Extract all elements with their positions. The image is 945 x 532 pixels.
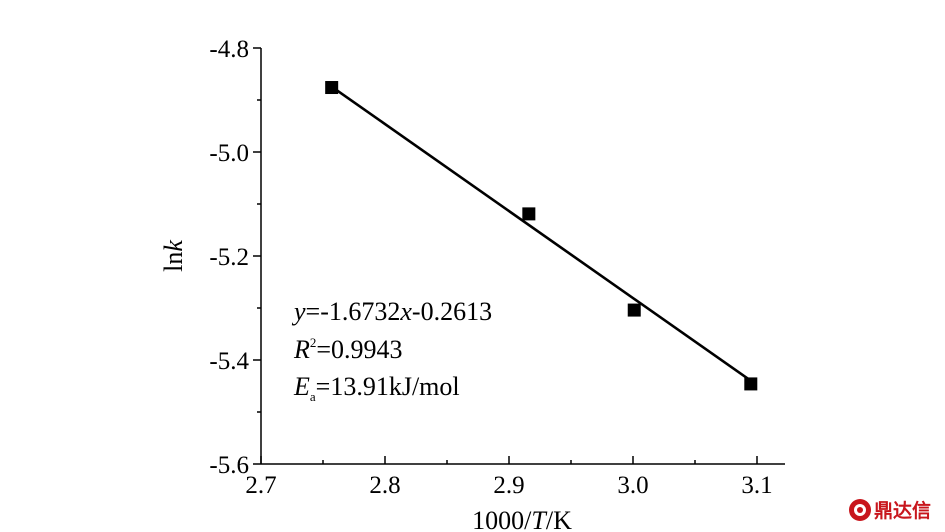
axes xyxy=(260,48,785,465)
y-tick-label: -5.6 xyxy=(209,452,249,479)
x-tick-label: 3.1 xyxy=(741,472,772,499)
data-point xyxy=(325,81,339,95)
x-axis-title: 1000/T/K xyxy=(472,506,572,532)
data-point xyxy=(744,377,758,391)
watermark-text: 鼎达信 xyxy=(874,499,931,522)
data-point xyxy=(627,303,641,317)
x-tick-label: 2.7 xyxy=(245,472,276,499)
data-point xyxy=(522,207,536,221)
r-squared: R2=0.9943 xyxy=(293,335,403,364)
fit-equation: y=-1.6732x-0.2613 xyxy=(291,297,492,326)
y-tick-label: -5.4 xyxy=(209,348,249,375)
fit-line xyxy=(330,85,752,382)
x-tick-label: 2.8 xyxy=(369,472,400,499)
y-tick-label: -5.0 xyxy=(209,140,249,167)
y-tick-label: -5.2 xyxy=(209,244,249,271)
y-axis-title: lnk xyxy=(159,240,188,272)
data-points xyxy=(325,81,758,391)
x-tick-label: 2.9 xyxy=(493,472,524,499)
watermark-logo-icon xyxy=(849,499,871,521)
tick-labels: -5.6 -5.4 -5.2 -5.0 -4.8 2.7 2.8 2.9 3.0 3.1 xyxy=(209,36,772,499)
x-tick-label: 3.0 xyxy=(617,472,648,499)
fit-line-group xyxy=(330,85,752,382)
watermark: 鼎达信 xyxy=(849,499,931,522)
activation-energy: Ea=13.91kJ/mol xyxy=(293,372,460,404)
y-tick-label: -4.8 xyxy=(209,36,249,63)
ticks xyxy=(253,47,758,465)
